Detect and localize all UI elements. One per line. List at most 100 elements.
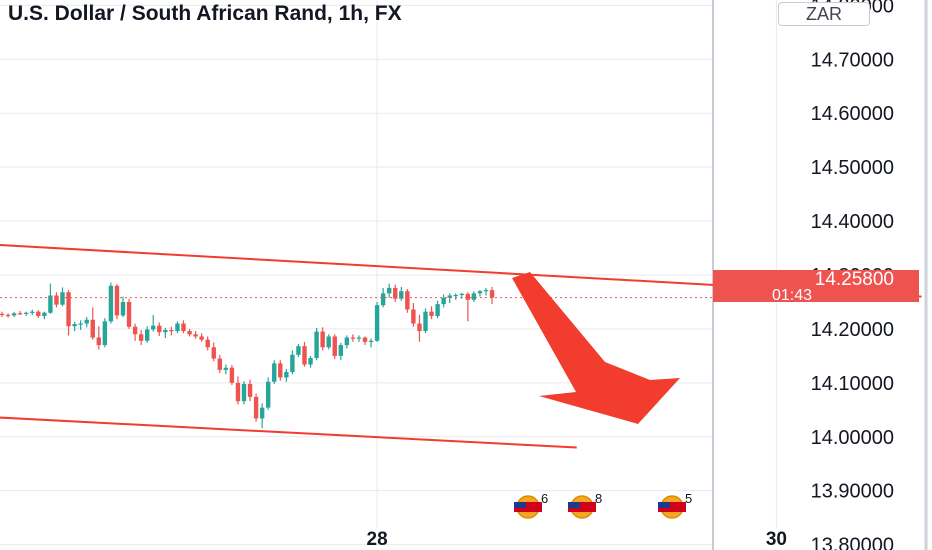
candle-body	[235, 382, 241, 402]
candle-body	[447, 295, 452, 298]
bar-countdown: 01:43	[772, 287, 812, 304]
candle	[290, 350, 295, 375]
candle-body	[344, 337, 350, 346]
currency-selector[interactable]: ZAR	[778, 2, 870, 26]
candle-body	[36, 311, 41, 316]
candle	[308, 355, 313, 368]
candle-body	[332, 336, 337, 356]
candle-body	[314, 331, 319, 359]
candle-body	[229, 367, 235, 383]
candle	[187, 328, 192, 337]
candle-body	[217, 358, 222, 370]
candle	[338, 342, 343, 361]
y-tick-label: 14.70000	[811, 49, 894, 71]
candle-body	[0, 313, 5, 316]
candle-body	[399, 291, 404, 299]
flag-canton	[514, 502, 526, 508]
candle-body	[114, 285, 120, 316]
candle-body	[48, 295, 53, 313]
candle	[411, 303, 416, 327]
candle	[435, 300, 440, 319]
candles	[0, 282, 495, 429]
y-tick-label: 13.80000	[811, 535, 894, 550]
candle-body	[362, 337, 368, 342]
chart-title: U.S. Dollar / South African Rand, 1h, FX	[8, 2, 402, 25]
candle-body	[477, 291, 483, 294]
candle-body	[465, 293, 471, 300]
candle	[441, 294, 446, 308]
candle	[429, 306, 434, 320]
event-count: 6	[541, 491, 548, 506]
candle-body	[320, 331, 325, 348]
candle	[423, 308, 428, 334]
event-marker: 8	[568, 491, 602, 519]
candle	[193, 331, 198, 339]
candle-body	[169, 330, 174, 332]
candle	[362, 336, 368, 346]
event-count: 8	[595, 491, 602, 506]
candle-body	[253, 396, 259, 419]
candle	[66, 290, 71, 336]
candle-body	[66, 292, 71, 327]
candle-body	[471, 293, 477, 300]
candle	[332, 334, 337, 360]
candle	[205, 336, 210, 351]
candle-body	[60, 292, 65, 305]
candle-body	[356, 337, 362, 339]
candle-body	[411, 309, 416, 324]
candle-body	[284, 372, 289, 378]
candle-body	[489, 290, 495, 298]
flag-stripes	[658, 502, 686, 512]
candle	[108, 282, 114, 324]
candle	[48, 283, 53, 314]
flag-canton	[568, 502, 580, 508]
candle-body	[96, 337, 101, 346]
y-tick-label: 14.10000	[811, 373, 894, 395]
candle	[72, 321, 77, 332]
candle-body	[42, 312, 47, 316]
current-price: 14.25800	[815, 269, 894, 290]
candle-body	[132, 326, 138, 335]
candle	[138, 330, 144, 346]
candle	[453, 293, 458, 300]
candle	[447, 293, 452, 304]
candle-body	[308, 358, 313, 365]
candle-body	[199, 336, 204, 340]
candle-body	[163, 330, 168, 333]
candle	[157, 322, 162, 336]
candle	[417, 314, 422, 342]
candle-body	[108, 285, 114, 322]
candle-body	[151, 325, 156, 330]
candle-body	[241, 383, 247, 402]
candle-body	[423, 311, 428, 332]
candle	[126, 298, 132, 329]
candle-body	[247, 383, 253, 397]
grid	[0, 0, 777, 546]
candle	[489, 286, 495, 305]
candle-body	[145, 329, 150, 341]
event-marker: 6	[514, 491, 548, 519]
candle	[78, 320, 83, 330]
candle	[90, 307, 95, 340]
candle	[477, 290, 483, 297]
candle	[284, 368, 289, 382]
flag-canton	[658, 502, 670, 508]
x-tick-label: 30	[766, 529, 787, 550]
candle-body	[453, 294, 458, 297]
candle	[229, 365, 235, 385]
candle	[102, 318, 108, 348]
price-tag-bg	[713, 270, 919, 302]
candle-body	[483, 290, 489, 292]
candle-body	[30, 311, 35, 313]
candle	[30, 309, 35, 315]
candle	[393, 284, 398, 302]
candle	[296, 344, 301, 357]
bearish-arrow-annotation	[512, 272, 680, 424]
candle	[380, 287, 386, 308]
candle	[374, 301, 380, 342]
candle-body	[266, 381, 271, 408]
candle	[181, 320, 186, 334]
candle-body	[441, 297, 446, 305]
candle-body	[181, 323, 186, 332]
